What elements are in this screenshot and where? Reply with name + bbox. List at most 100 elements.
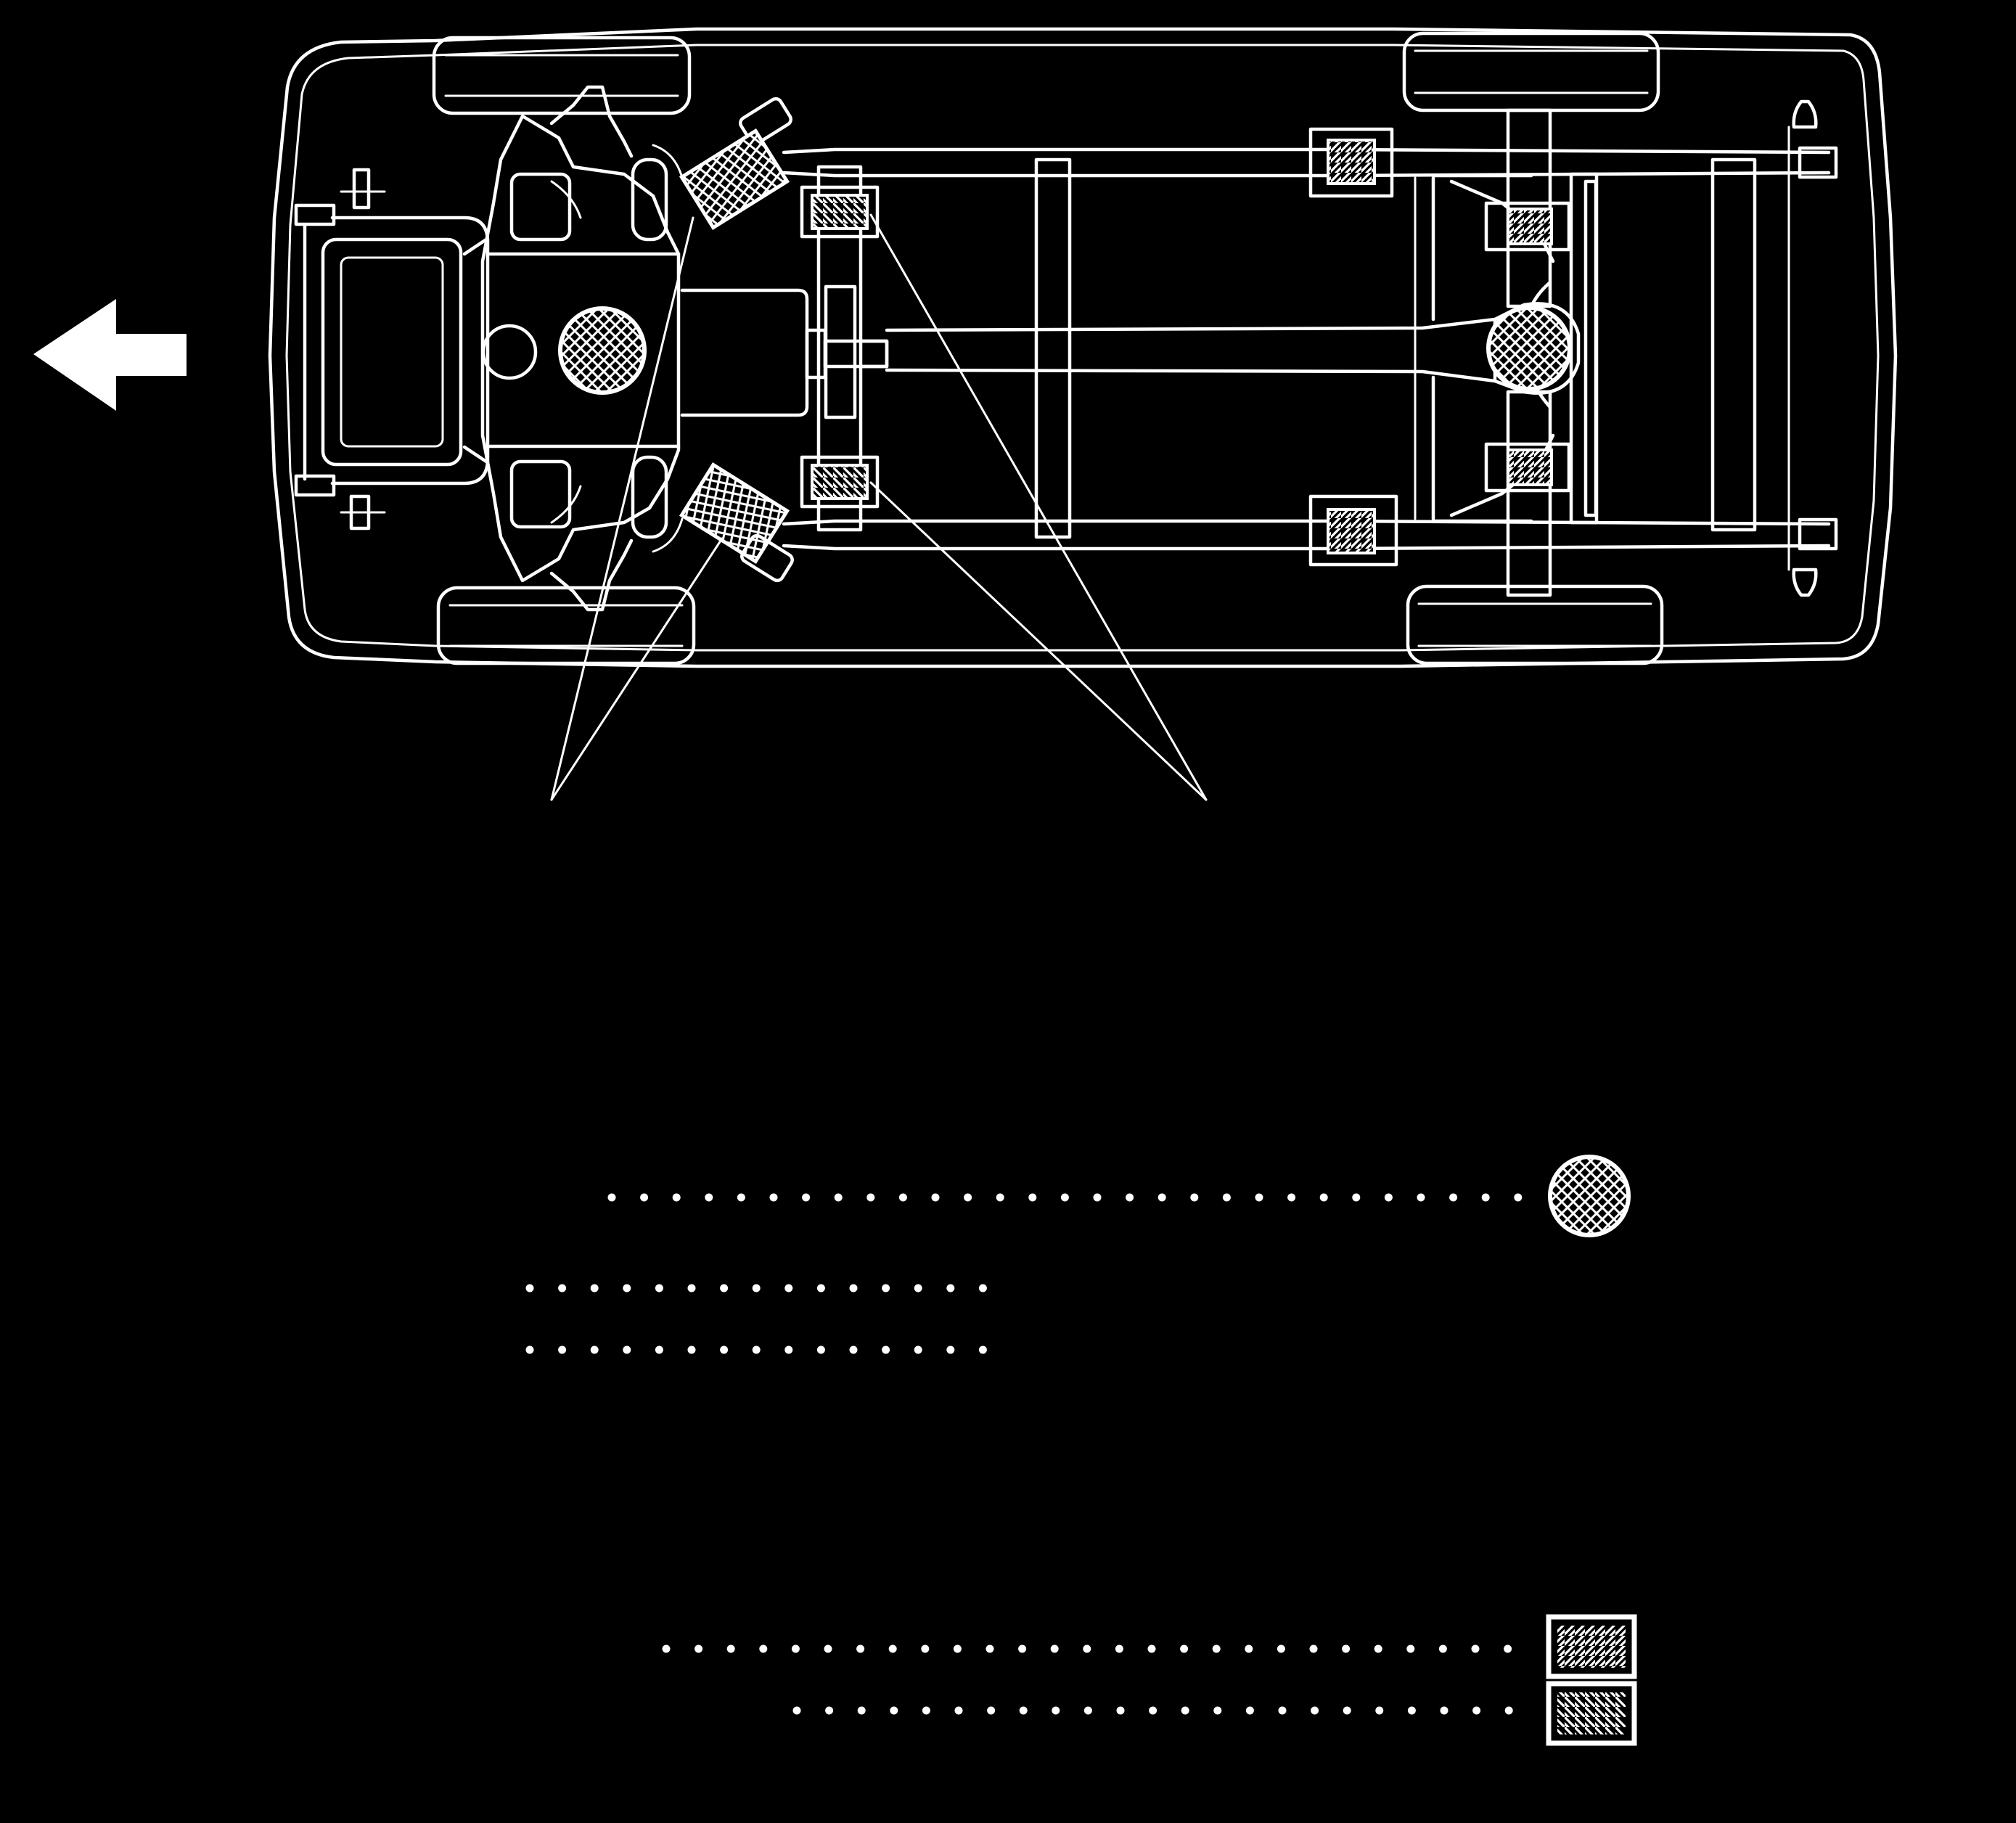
leader-dot: [882, 1284, 890, 1293]
leader-dot: [1212, 1644, 1221, 1653]
leader-dot: [866, 1193, 875, 1202]
hatch-back-icon: [1546, 1681, 1637, 1746]
leader-dot: [986, 1644, 994, 1653]
leader-dot: [1438, 1644, 1447, 1653]
leader-dot: [996, 1193, 1004, 1202]
rear-axle-lift-left: [1484, 201, 1571, 252]
legend-leader-row-5: [792, 1706, 1513, 1715]
body-outline-inner: [285, 44, 1880, 652]
leader-dot: [558, 1284, 567, 1293]
leader-dot: [882, 1345, 890, 1354]
leader-dot: [849, 1284, 858, 1293]
leader-dot: [1245, 1706, 1254, 1715]
legend: [525, 1155, 1637, 1746]
leader-dot: [1384, 1193, 1393, 1202]
front-lift-point-left: [679, 97, 792, 231]
leader-dot: [687, 1345, 696, 1354]
leader-dot: [921, 1644, 930, 1653]
leader-dot: [1406, 1644, 1415, 1653]
leader-dot: [816, 1284, 825, 1293]
leader-dot: [1115, 1644, 1123, 1653]
leader-dot: [1407, 1706, 1416, 1715]
leader-dot: [978, 1345, 987, 1354]
center-crossmember: [816, 165, 889, 532]
leader-dot: [640, 1193, 649, 1202]
leader-dot: [525, 1284, 534, 1293]
tire-front-right: [436, 586, 696, 665]
leader-dot: [1126, 1193, 1134, 1202]
leader-dot: [1157, 1193, 1166, 1202]
front-subframe: [294, 168, 490, 530]
leader-dot: [1343, 1706, 1351, 1715]
leader-dot: [655, 1345, 663, 1354]
leader-dot: [1213, 1706, 1222, 1715]
leader-dot: [1277, 1644, 1285, 1653]
hatch-forward-icon: [1546, 1614, 1637, 1679]
front-lift-point-right: [679, 462, 794, 583]
legend-leader-row-3: [525, 1345, 987, 1354]
rear-diff-lift-point-circle: [1486, 306, 1572, 391]
leader-dot: [752, 1284, 761, 1293]
leader-dot: [623, 1284, 631, 1293]
leader-dot: [1471, 1644, 1480, 1653]
leader-dot: [705, 1193, 713, 1202]
leader-dot: [1181, 1706, 1189, 1715]
leader-dot: [590, 1284, 599, 1293]
leader-dot: [816, 1345, 825, 1354]
leader-dot: [1472, 1706, 1481, 1715]
leader-dot: [1440, 1706, 1449, 1715]
leader-dot: [726, 1644, 735, 1653]
leader-dot: [694, 1644, 703, 1653]
front-driveshafts: [549, 85, 684, 612]
leader-dot: [1417, 1193, 1425, 1202]
leader-dot: [954, 1706, 963, 1715]
leader-dot: [623, 1345, 631, 1354]
leader-dot: [1481, 1193, 1490, 1202]
leader-dot: [1311, 1706, 1319, 1715]
leader-dot: [720, 1345, 729, 1354]
leader-dot: [1245, 1644, 1253, 1653]
leader-dot: [978, 1284, 987, 1293]
rear-differential: [1493, 302, 1581, 395]
leader-dot: [987, 1706, 996, 1715]
leader-dot: [1083, 1644, 1091, 1653]
leader-dot: [849, 1345, 858, 1354]
leader-dot: [1028, 1193, 1037, 1202]
leader-dot: [784, 1345, 793, 1354]
leader-dot: [525, 1345, 534, 1354]
tire-front-left: [432, 36, 692, 115]
leader-dot: [1352, 1193, 1361, 1202]
arrow-left-icon: [33, 299, 187, 411]
rear-jack-point-left: [1308, 127, 1394, 198]
leader-dot: [1116, 1706, 1125, 1715]
leader-dot: [964, 1193, 972, 1202]
leader-dot: [1018, 1644, 1027, 1653]
leader-dot: [1149, 1706, 1157, 1715]
leader-dot: [1278, 1706, 1287, 1715]
leader-dot: [834, 1193, 843, 1202]
rear-axle-lift-right: [1484, 442, 1571, 493]
leader-dot: [914, 1284, 922, 1293]
leader-dot: [946, 1284, 955, 1293]
leader-dot: [672, 1193, 681, 1202]
leader-dot: [1019, 1706, 1028, 1715]
leader-dot: [720, 1284, 729, 1293]
leader-dot: [687, 1284, 696, 1293]
leader-dot: [607, 1193, 616, 1202]
leader-dot: [737, 1193, 745, 1202]
leader-dot: [1375, 1706, 1384, 1715]
side-rails: [782, 146, 1838, 551]
leader-lines: [550, 213, 1208, 801]
leader-dot: [1093, 1193, 1102, 1202]
leader-dot: [888, 1644, 897, 1653]
leader-dot: [1222, 1193, 1231, 1202]
leader-dot: [953, 1644, 962, 1653]
leader-dot: [922, 1706, 930, 1715]
crosshatch-circle-icon: [1548, 1155, 1631, 1237]
leader-dot: [590, 1345, 599, 1354]
leader-dot: [1514, 1193, 1523, 1202]
leader-dot: [1083, 1706, 1092, 1715]
leader-dot: [1255, 1193, 1263, 1202]
propeller-shaft: [885, 157, 1497, 539]
leader-dot: [1504, 1644, 1512, 1653]
